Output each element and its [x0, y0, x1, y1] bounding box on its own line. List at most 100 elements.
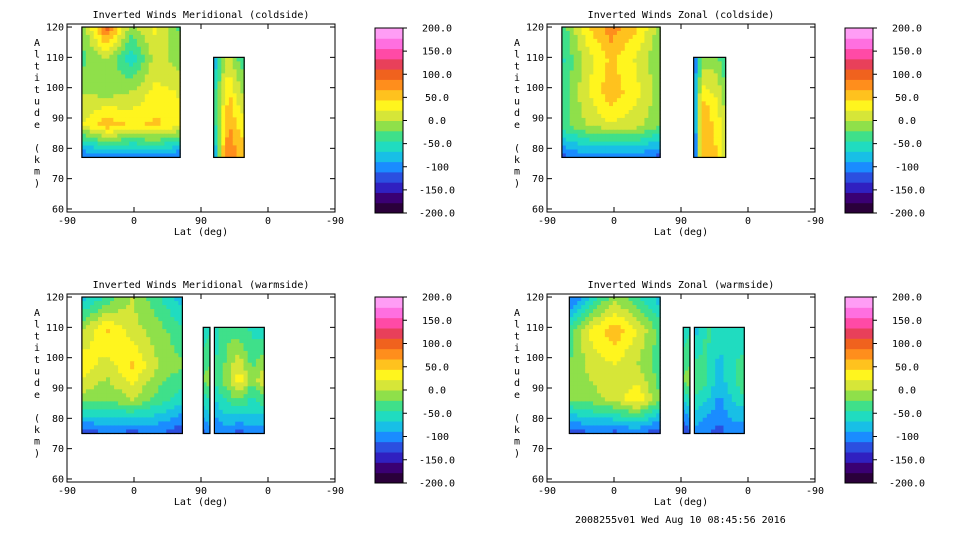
data-cell: [717, 57, 723, 62]
data-cell: [204, 417, 208, 423]
data-cell: [723, 343, 729, 348]
data-cell: [585, 30, 590, 36]
data-cell: [217, 117, 222, 122]
data-cell: [118, 341, 123, 346]
data-cell: [605, 58, 610, 64]
data-cell: [85, 305, 91, 310]
data-cell: [117, 149, 122, 155]
data-cell: [652, 117, 657, 123]
data-cell: [226, 339, 232, 344]
data-cell: [684, 370, 688, 376]
data-cell: [97, 125, 103, 131]
data-cell: [121, 125, 126, 131]
data-cell: [620, 365, 626, 370]
data-cell: [605, 50, 610, 56]
data-cell: [176, 117, 181, 123]
data-cell: [731, 402, 737, 407]
data-cell: [709, 97, 715, 102]
data-cell: [604, 341, 610, 346]
data-cell: [684, 394, 688, 399]
data-cell: [593, 345, 598, 350]
data-cell: [170, 401, 175, 406]
data-cell: [162, 409, 167, 415]
data-cell: [160, 70, 166, 76]
colorbar-label: 0.0: [898, 116, 916, 127]
data-cell: [705, 133, 711, 138]
data-cell: [719, 331, 725, 336]
data-cell: [565, 70, 571, 76]
colorbar-label: 200.0: [892, 293, 922, 304]
data-cell: [251, 429, 257, 435]
data-cell: [101, 66, 107, 72]
data-cell: [593, 86, 598, 91]
data-cell: [113, 42, 118, 48]
data-cell: [255, 358, 261, 364]
data-cell: [85, 297, 91, 302]
data-cell: [616, 110, 622, 115]
data-cell: [569, 106, 575, 111]
data-cell: [593, 317, 598, 322]
data-cell: [105, 153, 110, 159]
data-cell: [142, 305, 147, 310]
data-cell: [176, 34, 181, 40]
data-cell: [213, 97, 219, 102]
data-cell: [106, 385, 111, 390]
data-cell: [172, 62, 177, 68]
data-cell: [260, 409, 265, 415]
data-cell: [628, 373, 634, 378]
data-cell: [97, 317, 103, 322]
data-cell: [624, 325, 630, 330]
data-cell: [214, 421, 220, 427]
data-cell: [589, 129, 594, 135]
data-cell: [134, 401, 139, 406]
data-cell: [97, 141, 103, 147]
data-cell: [624, 46, 630, 52]
data-cell: [721, 73, 727, 78]
data-cell: [106, 429, 111, 435]
data-cell: [731, 374, 737, 380]
data-cell: [203, 413, 206, 419]
data-cell: [214, 343, 220, 348]
data-cell: [93, 78, 99, 83]
data-cell: [612, 66, 618, 72]
data-cell: [727, 347, 733, 352]
data-cell: [232, 121, 238, 126]
data-cell: [106, 369, 111, 374]
data-cell: [589, 329, 594, 334]
data-cell: [740, 374, 745, 380]
data-cell: [204, 382, 208, 387]
data-cell: [105, 133, 110, 139]
data-cell: [154, 329, 159, 334]
data-cell: [164, 141, 169, 147]
data-cell: [605, 145, 610, 151]
data-cell: [222, 370, 228, 376]
data-cell: [581, 125, 587, 131]
data-cell: [612, 98, 618, 103]
data-cell: [218, 409, 224, 415]
data-cell: [148, 153, 154, 159]
data-cell: [154, 321, 159, 326]
data-cell: [218, 331, 224, 336]
data-cell: [106, 357, 111, 362]
data-cell: [150, 341, 155, 346]
data-cell: [628, 329, 634, 334]
data-cell: [640, 46, 646, 52]
data-cell: [105, 90, 110, 95]
data-cell: [711, 347, 716, 352]
data-cell: [589, 149, 594, 155]
data-cell: [698, 425, 704, 431]
data-cell: [136, 30, 142, 36]
data-cell: [589, 325, 594, 330]
data-cell: [616, 349, 622, 354]
data-cell: [648, 110, 653, 115]
data-cell: [715, 354, 720, 360]
data-cell: [152, 90, 158, 95]
data-cell: [640, 321, 645, 326]
data-cell: [81, 417, 87, 423]
colorbar-swatch: [845, 48, 873, 60]
data-cell: [110, 321, 115, 326]
data-cell: [589, 385, 594, 390]
data-cell: [132, 137, 138, 143]
colorbar-swatch: [845, 431, 873, 443]
colorbar-label: 200.0: [422, 293, 452, 304]
